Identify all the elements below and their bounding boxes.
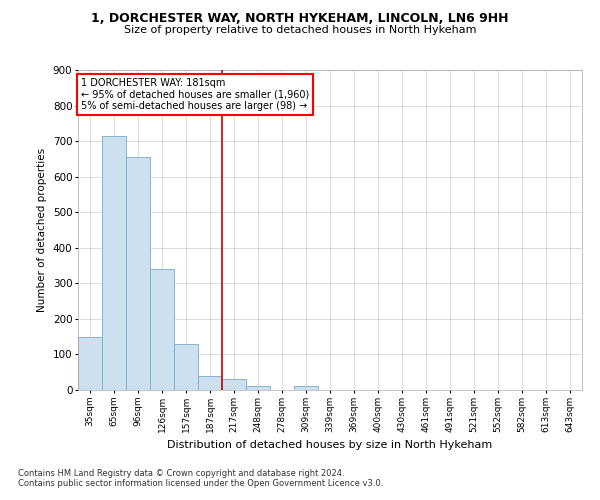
Y-axis label: Number of detached properties: Number of detached properties [37,148,47,312]
X-axis label: Distribution of detached houses by size in North Hykeham: Distribution of detached houses by size … [167,440,493,450]
Bar [102,136,126,390]
Text: Contains HM Land Registry data © Crown copyright and database right 2024.: Contains HM Land Registry data © Crown c… [18,468,344,477]
Text: Contains public sector information licensed under the Open Government Licence v3: Contains public sector information licen… [18,478,383,488]
Bar [198,376,222,390]
Bar [246,386,270,390]
Bar [126,157,150,390]
Bar [222,380,246,390]
Text: 1, DORCHESTER WAY, NORTH HYKEHAM, LINCOLN, LN6 9HH: 1, DORCHESTER WAY, NORTH HYKEHAM, LINCOL… [91,12,509,26]
Bar [294,386,318,390]
Bar [78,336,102,390]
Text: 1 DORCHESTER WAY: 181sqm
← 95% of detached houses are smaller (1,960)
5% of semi: 1 DORCHESTER WAY: 181sqm ← 95% of detach… [80,78,309,111]
Text: Size of property relative to detached houses in North Hykeham: Size of property relative to detached ho… [124,25,476,35]
Bar [150,269,174,390]
Bar [174,344,198,390]
